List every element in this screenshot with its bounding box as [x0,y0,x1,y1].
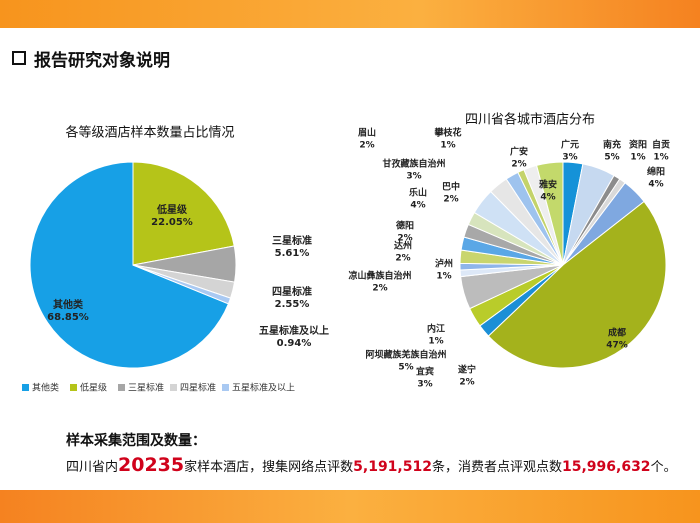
slice-value: 2.55% [275,299,310,310]
slice-label: 泸州 [435,258,453,270]
slice-label: 南充 [603,139,621,151]
slice-label: 其他类 [53,298,83,311]
legend-label: 其他类 [32,382,59,394]
legend-label: 低星级 [80,382,107,394]
text: 家样本酒店，搜集网络点评数 [184,460,354,475]
slice-value: 1% [630,153,645,163]
slice-value: 1% [653,153,668,163]
slice-label: 资阳 [629,139,647,151]
legend-label: 三星标准 [128,382,164,394]
legend-label: 四星标准 [180,382,216,394]
slice-label: 五星标准及以上 [259,324,329,337]
slice-value: 2% [397,234,412,244]
slice-value: 4% [540,193,555,203]
slice-value: 1% [440,141,455,151]
legend-swatch [170,384,177,391]
pie-slice [132,264,232,305]
slice-label: 成都 [608,327,626,339]
slice-label: 低星级 [156,203,188,216]
slice-label: 德阳 [396,220,414,232]
slice-value: 47% [606,341,628,351]
slice-value: 2% [443,195,458,205]
slice-value: 1% [428,337,443,347]
summary-heading: 样本采集范围及数量： [66,433,206,449]
legend-swatch [22,384,29,391]
slice-value: 5% [398,363,413,373]
slice-label: 广元 [561,139,579,151]
slice-value: 0.94% [277,338,312,349]
slice-label: 三星标准 [272,234,312,247]
slice-value: 5.61% [275,248,310,259]
slice-label: 内江 [427,323,445,335]
slide-title: 报告研究对象说明 [12,46,170,71]
text: 条，消费者点评观点数 [431,460,562,475]
slice-label: 宜宾 [416,366,434,378]
slice-label: 绵阳 [647,166,665,178]
summary: 样本采集范围及数量： 四川省内20235家样本酒店，搜集网络点评数5,191,5… [66,430,677,476]
slice-label: 达州 [394,240,412,252]
legend-swatch [222,384,229,391]
legend-swatch [70,384,77,391]
text: 四川省内 [66,460,119,475]
slice-value: 1% [436,272,451,282]
title-text: 报告研究对象说明 [34,51,170,71]
slice-value: 3% [406,172,421,182]
slice-label: 眉山 [358,127,376,139]
slice-value: 22.05% [151,217,193,228]
slice-label: 自贡 [652,139,670,151]
slice-label: 雅安 [538,179,557,191]
slice-label: 甘孜藏族自治州 [382,158,445,170]
slice-label: 乐山 [409,187,427,199]
slice-value: 4% [410,201,425,211]
slice-value: 2% [459,378,474,388]
slice-value: 2% [511,160,526,170]
slice-label: 巴中 [442,181,460,193]
pie-slice [535,161,564,266]
legend-label: 五星标准及以上 [232,382,295,394]
highlight: 5,191,512 [353,459,432,475]
slice-value: 2% [359,141,374,151]
slice-value: 2% [372,284,387,294]
slice-label: 阿坝藏族羌族自治州 [365,349,446,361]
legend-swatch [118,384,125,391]
slice-value: 4% [648,180,663,190]
header-band [0,0,700,28]
slice-value: 3% [562,153,577,163]
slice-label: 四星标准 [272,285,312,298]
slice-value: 68.85% [47,312,89,323]
footer-band [0,490,700,523]
text: 个。 [650,460,677,475]
slice-label: 凉山彝族自治州 [348,270,411,282]
chart-title: 各等级酒店样本数量占比情况 [65,125,234,141]
slice-label: 广安 [510,146,528,158]
slice-label: 攀枝花 [433,127,461,139]
highlight: 20235 [118,454,185,476]
pie-slice [487,200,667,369]
slice-value: 3% [417,380,432,390]
chart-title: 四川省各城市酒店分布 [465,112,595,128]
pie-slice [29,161,230,369]
pie-slice [132,161,235,266]
slice-value: 5% [604,153,619,163]
summary-line: 四川省内20235家样本酒店，搜集网络点评数5,191,512条，消费者点评观点… [66,454,677,476]
slice-value: 2% [395,254,410,264]
highlight: 15,996,632 [561,459,651,475]
slice-label: 遂宁 [458,364,476,376]
